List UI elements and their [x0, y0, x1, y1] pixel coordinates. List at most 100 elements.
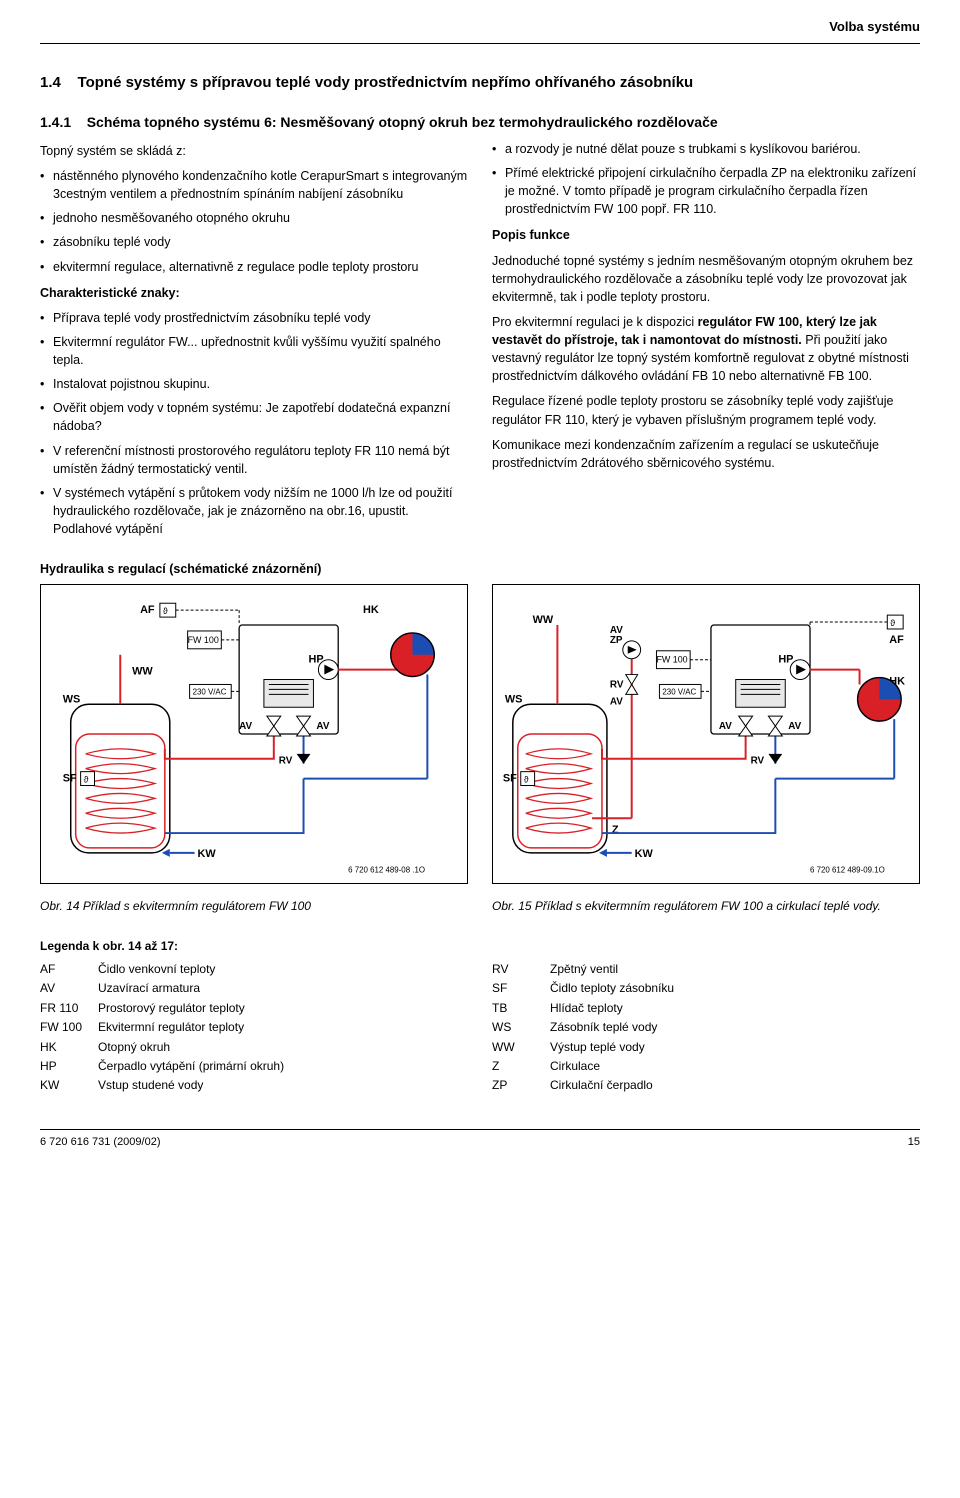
- legend-value: Výstup teplé vody: [550, 1039, 645, 1056]
- legend-value: Vstup studené vody: [98, 1077, 203, 1094]
- label-ww: WW: [132, 666, 153, 678]
- header-section: Volba systému: [829, 19, 920, 34]
- label-av-l: AV: [239, 721, 252, 732]
- list-item: V referenční místnosti prostorového regu…: [40, 442, 468, 478]
- label-av-bot: AV: [610, 697, 623, 708]
- p2: Pro ekvitermní regulaci je k dispozici r…: [492, 313, 920, 386]
- legend-row: FW 100Ekvitermní regulátor teploty: [40, 1019, 468, 1036]
- legend-key: RV: [492, 961, 550, 978]
- diagram-code-2: 6 720 612 489-09.1O: [810, 866, 885, 875]
- label-af-2: AF: [889, 634, 904, 646]
- legend-title: Legenda k obr. 14 až 17:: [40, 938, 920, 955]
- label-af: AF: [140, 604, 155, 616]
- legend-key: ZP: [492, 1077, 550, 1094]
- label-av-l2: AV: [719, 721, 732, 732]
- two-column-body: Topný systém se skládá z: nástěnného ply…: [40, 142, 920, 546]
- legend-value: Cirkulace: [550, 1058, 600, 1075]
- heading-2: 1.4.1 Schéma topného systému 6: Nesměšov…: [40, 112, 920, 132]
- diagram-1: WW WS ϑ SF KW ϑ AF FW 100: [40, 584, 468, 884]
- list-item: ekvitermní regulace, alternativně z regu…: [40, 258, 468, 276]
- p1: Jednoduché topné systémy s jedním nesměš…: [492, 252, 920, 306]
- legend-row: ZPCirkulační čerpadlo: [492, 1077, 920, 1094]
- page-footer: 6 720 616 731 (2009/02) 15: [40, 1129, 920, 1151]
- list-item: nástěnného plynového kondenzačního kotle…: [40, 167, 468, 203]
- legend-row: KWVstup studené vody: [40, 1077, 468, 1094]
- legend-row: SFČidlo teploty zásobníku: [492, 980, 920, 997]
- legend-key: WS: [492, 1019, 550, 1036]
- label-theta-af2: ϑ: [890, 618, 895, 628]
- label-theta-sf: ϑ: [84, 775, 89, 785]
- legend-row: AVUzavírací armatura: [40, 980, 468, 997]
- label-ws: WS: [63, 694, 81, 706]
- page-header: Volba systému: [40, 18, 920, 44]
- legend-value: Čidlo venkovní teploty: [98, 961, 215, 978]
- label-hk: HK: [363, 604, 379, 616]
- legend-key: KW: [40, 1077, 98, 1094]
- legend-key: Z: [492, 1058, 550, 1075]
- label-z: Z: [612, 824, 619, 836]
- label-fw100: FW 100: [188, 635, 219, 645]
- h1-text: Topné systémy s přípravou teplé vody pro…: [78, 74, 694, 91]
- char-title: Charakteristické znaky:: [40, 284, 468, 302]
- footer-left: 6 720 616 731 (2009/02): [40, 1135, 161, 1151]
- list-item: V systémech vytápění s průtokem vody niž…: [40, 484, 468, 538]
- legend-key: AV: [40, 980, 98, 997]
- legend-row: WWVýstup teplé vody: [492, 1039, 920, 1056]
- legend-value: Čidlo teploty zásobníku: [550, 980, 674, 997]
- char-list: Příprava teplé vody prostřednictvím záso…: [40, 309, 468, 538]
- diagram-2: WW WS ϑ SF KW Z ZP AV RV AV: [492, 584, 920, 884]
- legend-value: Hlídač teploty: [550, 1000, 623, 1017]
- legend-row: RVZpětný ventil: [492, 961, 920, 978]
- diagram-1-svg: WW WS ϑ SF KW ϑ AF FW 100: [41, 585, 467, 883]
- legend-key: FW 100: [40, 1019, 98, 1036]
- label-kw: KW: [635, 848, 654, 860]
- list-item: Ověřit objem vody v topném systému: Je z…: [40, 399, 468, 435]
- legend-value: Zásobník teplé vody: [550, 1019, 657, 1036]
- label-rv: RV: [279, 756, 293, 767]
- legend-row: AFČidlo venkovní teploty: [40, 961, 468, 978]
- label-rv-2: RV: [751, 756, 765, 767]
- legend-col-left: AFČidlo venkovní teplotyAVUzavírací arma…: [40, 961, 468, 1097]
- label-ww: WW: [533, 614, 554, 626]
- p4: Komunikace mezi kondenzačním zařízením a…: [492, 436, 920, 472]
- list-item: jednoho nesměšovaného otopného okruhu: [40, 209, 468, 227]
- label-ws: WS: [505, 694, 523, 706]
- label-theta-sf2: ϑ: [524, 775, 529, 785]
- label-hp: HP: [308, 654, 323, 666]
- right-column: • a rozvody je nutné dělat pouze s trubk…: [492, 142, 920, 546]
- legend-row: TBHlídač teploty: [492, 1000, 920, 1017]
- legend-row: FR 110Prostorový regulátor teploty: [40, 1000, 468, 1017]
- right-cont-list: • a rozvody je nutné dělat pouze s trubk…: [492, 140, 920, 219]
- label-sf: SF: [503, 773, 517, 785]
- list-item: Instalovat pojistnou skupinu.: [40, 375, 468, 393]
- legend-value: Ekvitermní regulátor teploty: [98, 1019, 244, 1036]
- legend-value: Otopný okruh: [98, 1039, 170, 1056]
- legend-value: Čerpadlo vytápění (primární okruh): [98, 1058, 284, 1075]
- list-item: Příprava teplé vody prostřednictvím záso…: [40, 309, 468, 327]
- diagrams-row: WW WS ϑ SF KW ϑ AF FW 100: [40, 584, 920, 884]
- legend-row: HPČerpadlo vytápění (primární okruh): [40, 1058, 468, 1075]
- list-item-continuation: • a rozvody je nutné dělat pouze s trubk…: [492, 140, 920, 158]
- h2-num: 1.4.1: [40, 114, 71, 130]
- captions-row: Obr. 14 Příklad s ekvitermním regulátore…: [40, 892, 920, 915]
- label-rv2: RV: [610, 680, 624, 691]
- list-item: Přímé elektrické připojení cirkulačního …: [492, 164, 920, 218]
- legend-col-right: RVZpětný ventil SFČidlo teploty zásobníku…: [492, 961, 920, 1097]
- legend-key: WW: [492, 1039, 550, 1056]
- intro-line: Topný systém se skládá z:: [40, 142, 468, 160]
- legend-columns: AFČidlo venkovní teplotyAVUzavírací arma…: [40, 961, 920, 1097]
- legend-key: TB: [492, 1000, 550, 1017]
- label-av-r: AV: [316, 721, 329, 732]
- list-item: zásobníku teplé vody: [40, 233, 468, 251]
- heading-1: 1.4 Topné systémy s přípravou teplé vody…: [40, 72, 920, 94]
- legend-value: Zpětný ventil: [550, 961, 618, 978]
- components-list: nástěnného plynového kondenzačního kotle…: [40, 167, 468, 276]
- legend-key: AF: [40, 961, 98, 978]
- legend-value: Cirkulační čerpadlo: [550, 1077, 653, 1094]
- label-230v-2: 230 V/AC: [662, 688, 696, 697]
- label-sf: SF: [63, 773, 77, 785]
- legend-key: FR 110: [40, 1000, 98, 1017]
- legend-value: Uzavírací armatura: [98, 980, 200, 997]
- diagram-code: 6 720 612 489-08 .1O: [348, 866, 425, 875]
- label-230v: 230 V/AC: [193, 688, 227, 697]
